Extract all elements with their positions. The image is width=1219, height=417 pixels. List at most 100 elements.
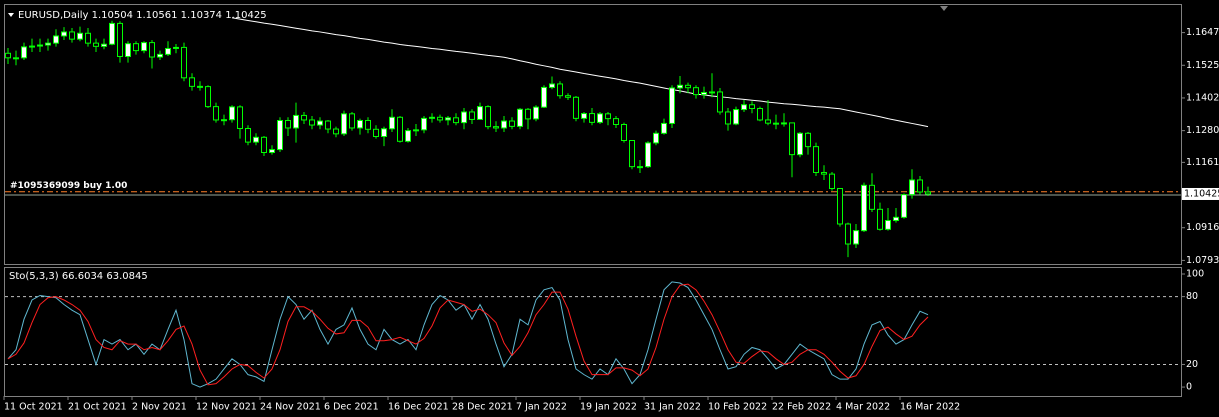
candle-body	[869, 184, 875, 210]
candle-body	[229, 106, 235, 121]
candle-body	[805, 132, 811, 148]
candle-body	[541, 86, 547, 108]
candle-body	[493, 126, 499, 129]
candle-body	[69, 31, 75, 40]
candle-body	[885, 220, 891, 230]
candle-body	[349, 113, 355, 129]
candle-body	[461, 111, 467, 124]
candle-body	[13, 57, 19, 60]
candle-body	[85, 32, 91, 44]
x-tick-label: 11 Oct 2021	[4, 402, 63, 413]
candle-body	[677, 84, 683, 89]
candle-body	[765, 119, 771, 124]
candle-body	[21, 46, 27, 59]
candle-body	[749, 104, 755, 109]
candle-body	[741, 104, 747, 111]
candle-body	[877, 208, 883, 230]
candle-body	[613, 118, 619, 125]
y-tick-label: 1.14025	[1186, 92, 1219, 103]
candle-body	[701, 91, 707, 96]
x-tick-label: 31 Jan 2022	[644, 402, 701, 413]
candle-body	[757, 107, 763, 121]
candle-body	[861, 184, 867, 232]
candle-body	[381, 128, 387, 138]
candle-body	[581, 113, 587, 119]
candle-body	[837, 188, 843, 225]
candle-body	[733, 109, 739, 125]
candle-body	[629, 140, 635, 168]
y-tick-label: 1.16475	[1186, 27, 1219, 38]
candle-body	[53, 35, 59, 44]
candle-body	[133, 43, 139, 52]
candle-body	[397, 116, 403, 142]
candle-body	[525, 108, 531, 120]
candle-body	[517, 108, 523, 127]
candle-body	[261, 136, 267, 154]
candle-body	[237, 106, 243, 129]
candle-body	[181, 46, 187, 79]
candle-body	[445, 117, 451, 121]
candle-body	[189, 77, 195, 87]
moving-average	[231, 17, 929, 128]
candle-body	[285, 119, 291, 129]
indicator-title: Sto(5,3,3) 66.6034 63.0845	[9, 271, 148, 282]
x-tick-label: 10 Feb 2022	[708, 402, 767, 413]
candle-body	[797, 132, 803, 156]
candle-body	[429, 116, 435, 119]
y-tick-label: 1.09160	[1186, 222, 1219, 233]
candle-body	[557, 83, 563, 97]
candle-body	[469, 111, 475, 120]
candle-body	[717, 91, 723, 113]
candle-body	[301, 114, 307, 121]
candle-body	[93, 42, 99, 47]
candle-body	[37, 44, 43, 47]
indicator-line	[7, 281, 929, 388]
candle-body	[317, 120, 323, 126]
candle-body	[269, 149, 275, 154]
x-tick-label: 16 Dec 2021	[388, 402, 449, 413]
y-tick-label: 1.12800	[1186, 125, 1219, 136]
candle-body	[781, 122, 787, 125]
candle-body	[901, 194, 907, 218]
candle-body	[917, 179, 923, 193]
candle-body	[141, 42, 147, 52]
candle-body	[341, 113, 347, 135]
indicator-panel	[4, 267, 1182, 397]
candle-body	[669, 87, 675, 124]
candle-body	[101, 43, 107, 47]
candle-body	[45, 42, 51, 46]
main-panel	[4, 4, 1182, 265]
candle-body	[109, 22, 115, 45]
candle-body	[685, 84, 691, 89]
candle-body	[589, 113, 595, 123]
candle-body	[293, 114, 299, 129]
order-label: #1095369099 buy 1.00	[10, 181, 127, 191]
x-tick-label: 24 Nov 2021	[260, 402, 321, 413]
candle-body	[277, 119, 283, 151]
x-tick-label: 12 Nov 2021	[196, 402, 257, 413]
candle-body	[373, 128, 379, 138]
y-tick-label: 0	[1186, 382, 1192, 393]
candle-body	[125, 43, 131, 57]
candle-body	[501, 120, 507, 129]
candle-body	[693, 87, 699, 96]
candle-body	[709, 91, 715, 94]
candle-body	[149, 42, 155, 58]
symbol-icon	[8, 13, 14, 17]
price-box	[1182, 187, 1219, 200]
candle-body	[325, 120, 331, 130]
candle-body	[205, 86, 211, 108]
candle-body	[573, 96, 579, 119]
y-tick-label: 1.11610	[1186, 157, 1219, 168]
candle-body	[421, 117, 427, 131]
candle-body	[253, 136, 259, 143]
candle-body	[853, 230, 859, 245]
candle-body	[413, 129, 419, 132]
candle-body	[357, 119, 363, 129]
candle-body	[213, 106, 219, 121]
candle-body	[605, 113, 611, 120]
candle-body	[829, 173, 835, 190]
candle-body	[925, 191, 931, 195]
